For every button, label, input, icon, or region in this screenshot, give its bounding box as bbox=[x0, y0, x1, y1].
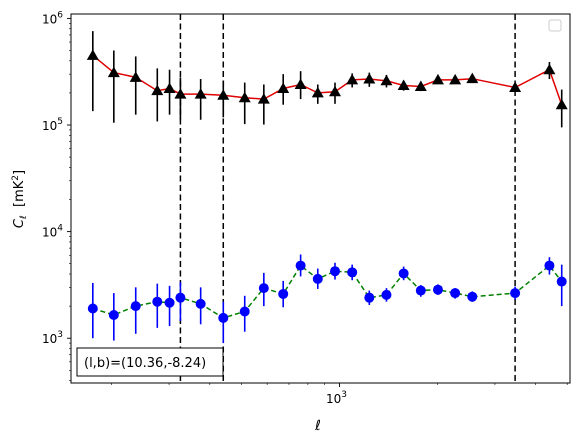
annotation-text: (l,b)=(10.36,-8.24) bbox=[84, 356, 206, 371]
data-point bbox=[295, 260, 306, 271]
data-point bbox=[466, 72, 479, 84]
data-point bbox=[432, 284, 443, 295]
data-point bbox=[87, 303, 98, 314]
data-point bbox=[380, 74, 393, 86]
data-point bbox=[329, 266, 340, 277]
data-point bbox=[164, 297, 175, 308]
data-point bbox=[152, 296, 163, 307]
data-point bbox=[414, 80, 427, 91]
y-tick-label: 103 bbox=[42, 330, 63, 346]
data-point bbox=[258, 283, 269, 294]
data-point bbox=[556, 276, 567, 287]
data-point bbox=[86, 49, 99, 60]
data-point bbox=[347, 267, 358, 278]
data-point bbox=[278, 288, 289, 299]
x-tick-label: 103 bbox=[326, 390, 347, 406]
x-axis-ticks: 103 bbox=[111, 383, 568, 406]
y-axis-ticks: 103 104 105 106 bbox=[42, 10, 71, 381]
data-point bbox=[107, 66, 120, 78]
data-point bbox=[108, 310, 119, 321]
data-point bbox=[311, 86, 324, 98]
annotation-box: (l,b)=(10.36,-8.24) bbox=[76, 347, 224, 377]
data-point bbox=[129, 71, 142, 82]
data-point bbox=[431, 73, 444, 85]
plot-area bbox=[86, 14, 568, 383]
data-point bbox=[195, 298, 206, 309]
data-point bbox=[543, 63, 556, 75]
data-point bbox=[194, 88, 207, 99]
series-0 bbox=[86, 31, 568, 128]
annotation-frame bbox=[76, 347, 224, 377]
data-point bbox=[544, 260, 555, 271]
axes-frame bbox=[70, 13, 571, 384]
y-axis-label: Cℓ [mK2] bbox=[11, 170, 29, 228]
y-tick-label: 106 bbox=[42, 10, 63, 26]
data-point bbox=[450, 288, 461, 299]
series-1 bbox=[87, 254, 567, 344]
data-point bbox=[277, 82, 290, 94]
data-point bbox=[239, 306, 250, 317]
data-point bbox=[175, 292, 186, 303]
data-point bbox=[397, 79, 410, 90]
legend-box bbox=[548, 19, 562, 32]
data-point bbox=[449, 73, 462, 85]
data-point bbox=[364, 292, 375, 303]
data-point bbox=[415, 285, 426, 296]
data-point bbox=[467, 291, 478, 302]
data-point bbox=[217, 89, 230, 100]
data-point bbox=[346, 73, 359, 85]
data-point bbox=[174, 88, 187, 99]
y-tick-label: 104 bbox=[42, 224, 63, 240]
data-point bbox=[257, 93, 270, 104]
data-point bbox=[509, 81, 522, 92]
data-point bbox=[328, 85, 341, 97]
data-point bbox=[555, 98, 568, 110]
data-point bbox=[130, 301, 141, 312]
data-point bbox=[381, 289, 392, 300]
data-point bbox=[151, 84, 164, 96]
data-point bbox=[510, 288, 521, 299]
data-point bbox=[163, 82, 176, 94]
y-tick-label: 105 bbox=[42, 117, 63, 133]
data-point bbox=[218, 312, 229, 323]
data-point bbox=[363, 73, 376, 84]
data-point bbox=[294, 78, 307, 89]
x-axis-label: ℓ bbox=[314, 418, 321, 434]
data-point bbox=[312, 273, 323, 284]
data-point bbox=[238, 91, 251, 103]
data-point bbox=[398, 268, 409, 279]
